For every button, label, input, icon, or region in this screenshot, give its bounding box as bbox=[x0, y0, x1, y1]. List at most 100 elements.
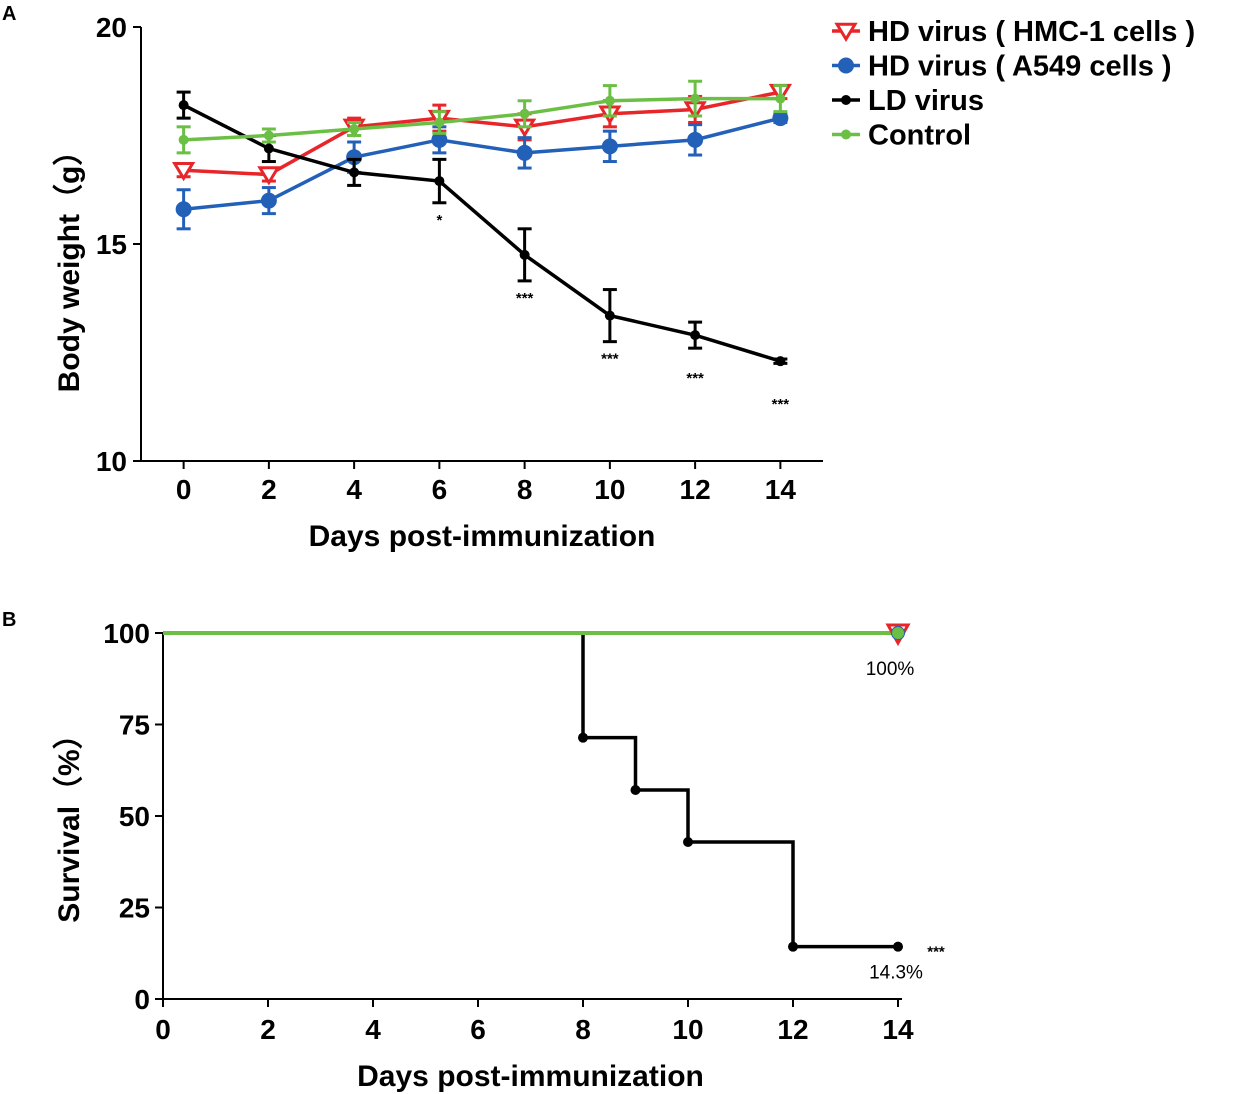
panel-a-data-point bbox=[604, 310, 615, 321]
panel-a-data-point bbox=[257, 166, 281, 186]
panel-a-data-point bbox=[604, 95, 615, 106]
panel-b-ld-censor-point bbox=[578, 732, 588, 743]
panel-a-data-point bbox=[263, 143, 274, 154]
panel-a-significance-label: *** bbox=[516, 290, 534, 307]
panel-a-data-point bbox=[263, 130, 274, 141]
legend-entry-1: HD virus ( A549 cells ) bbox=[832, 51, 1172, 83]
panel-b-x-tick-label: 6 bbox=[470, 1014, 486, 1045]
panel-a-data-point bbox=[178, 134, 189, 145]
panel-a-label: A bbox=[2, 3, 16, 25]
panel-a-data-point bbox=[519, 249, 530, 260]
legend-marker bbox=[834, 22, 858, 42]
panel-b-survival-chart: B 0 25 50 75 100 0 2 4 6 8 10 12 14 Days post-immuniz… bbox=[2, 609, 945, 1093]
panel-b-end-markers bbox=[885, 623, 911, 647]
panel-a-x-tick-label: 0 bbox=[176, 474, 192, 505]
panel-a-significance-label: *** bbox=[601, 351, 619, 368]
panel-b-series-ld-virus bbox=[163, 631, 903, 952]
panel-a-data-point bbox=[687, 131, 704, 148]
panel-b-y-tick-label: 100 bbox=[103, 618, 150, 649]
panel-a-x-tick-label: 6 bbox=[432, 474, 448, 505]
panel-a-data-point bbox=[175, 201, 192, 218]
panel-a-data-point bbox=[178, 100, 189, 111]
panel-b-annotation-label: 100% bbox=[866, 659, 915, 680]
panel-a-significance-label: *** bbox=[772, 396, 790, 413]
panel-a-series-1 bbox=[175, 110, 789, 231]
panel-b-x-tick-label: 8 bbox=[575, 1014, 591, 1045]
legend-label: HD virus ( A549 cells ) bbox=[868, 51, 1172, 83]
legend-entry-0: HD virus ( HMC-1 cells ) bbox=[832, 16, 1195, 48]
panel-b-annotations: 100% 14.3%*** bbox=[866, 659, 945, 984]
panel-a-series bbox=[171, 79, 793, 367]
panel-a-series-line bbox=[182, 103, 781, 363]
panel-a-y-axis-title: Body weight（g） bbox=[52, 136, 86, 393]
panel-b-label: B bbox=[2, 609, 16, 631]
panel-a-y-tick-label: 20 bbox=[96, 12, 127, 43]
panel-a-series-3 bbox=[176, 79, 788, 155]
panel-a-data-point bbox=[434, 117, 445, 128]
panel-a-data-point bbox=[431, 131, 448, 148]
panel-a-x-tick-label: 12 bbox=[680, 474, 711, 505]
panel-a-series-2 bbox=[176, 90, 788, 367]
panel-b-y-axis-title: Survival（%） bbox=[52, 719, 86, 922]
panel-b-series bbox=[163, 623, 911, 952]
panel-b-annotation-label: 14.3% bbox=[869, 963, 923, 984]
panel-b-end-marker bbox=[892, 627, 904, 639]
panel-a-data-point bbox=[516, 144, 533, 161]
panel-a-x-tick-label: 2 bbox=[261, 474, 277, 505]
panel-a-body-weight-chart: A 10 15 20 0 2 4 6 8 10 12 14 Days post-immunizatio… bbox=[2, 3, 1195, 553]
legend-entry-2: LD virus bbox=[832, 85, 984, 117]
legend-label: HD virus ( HMC-1 cells ) bbox=[868, 16, 1195, 48]
panel-b-ld-censor-point bbox=[630, 785, 641, 796]
legend-entry-3: Control bbox=[832, 120, 971, 152]
legend-marker bbox=[838, 57, 854, 74]
panel-a-data-point bbox=[690, 93, 701, 104]
panel-b-x-tick-label: 2 bbox=[260, 1014, 276, 1045]
panel-b-x-tick-label: 0 bbox=[155, 1014, 171, 1045]
panel-a-data-point bbox=[260, 192, 277, 209]
legend-label: Control bbox=[868, 120, 971, 152]
panel-b-ld-censor-point bbox=[893, 941, 903, 952]
legend-label: LD virus bbox=[868, 85, 984, 117]
panel-b-x-tick-label: 4 bbox=[365, 1014, 381, 1045]
panel-a-y-tick-label: 10 bbox=[96, 446, 127, 477]
panel-b-axes: 0 25 50 75 100 0 2 4 6 8 10 12 14 Days post-immunizat… bbox=[52, 618, 914, 1093]
panel-b-x-tick-label: 14 bbox=[882, 1014, 914, 1045]
panel-a-series-line bbox=[183, 96, 781, 142]
panel-b-y-tick-label: 25 bbox=[119, 893, 150, 924]
panel-a-legend: HD virus ( HMC-1 cells )HD virus ( A549 … bbox=[832, 16, 1195, 152]
panel-a-significance-label: *** bbox=[686, 370, 704, 387]
panel-a-data-point bbox=[349, 123, 360, 134]
panel-a-x-tick-label: 10 bbox=[594, 474, 625, 505]
panel-a-data-point bbox=[775, 93, 786, 104]
panel-a-data-point bbox=[772, 110, 789, 127]
panel-b-y-tick-label: 0 bbox=[134, 984, 150, 1015]
panel-a-data-point bbox=[601, 138, 618, 155]
panel-a-data-point bbox=[775, 356, 786, 367]
panel-a-x-axis-title: Days post-immunization bbox=[309, 520, 656, 553]
legend-marker bbox=[841, 129, 851, 140]
panel-a-x-tick-label: 14 bbox=[765, 474, 797, 505]
panel-a-data-point bbox=[519, 108, 530, 119]
panel-a-x-tick-label: 4 bbox=[346, 474, 362, 505]
panel-b-x-axis-title: Days post-immunization bbox=[357, 1060, 704, 1093]
panel-a-data-point bbox=[434, 176, 445, 187]
panel-a-data-point bbox=[171, 161, 196, 182]
panel-a-series-line bbox=[183, 90, 781, 177]
panel-a-data-point bbox=[690, 330, 701, 341]
panel-b-ld-censor-point bbox=[788, 941, 798, 952]
panel-b-x-tick-label: 12 bbox=[777, 1014, 808, 1045]
panel-b-x-tick-label: 10 bbox=[672, 1014, 703, 1045]
panel-a-significance: ************* bbox=[436, 212, 789, 413]
panel-a-data-point bbox=[349, 167, 360, 178]
panel-a-y-tick-label: 15 bbox=[96, 229, 127, 260]
panel-b-y-tick-label: 75 bbox=[119, 710, 150, 741]
panel-a-data-point bbox=[346, 149, 363, 166]
panel-b-y-tick-label: 50 bbox=[119, 801, 150, 832]
panel-b-significance-label: *** bbox=[927, 944, 945, 961]
panel-a-significance-label: * bbox=[436, 212, 442, 229]
panel-b-ld-step-line bbox=[163, 631, 898, 949]
panel-b-ld-censor-point bbox=[683, 836, 693, 847]
panel-a-axes: 10 15 20 0 2 4 6 8 10 12 14 Days post-immunization B… bbox=[52, 12, 823, 553]
legend-marker bbox=[841, 95, 851, 105]
